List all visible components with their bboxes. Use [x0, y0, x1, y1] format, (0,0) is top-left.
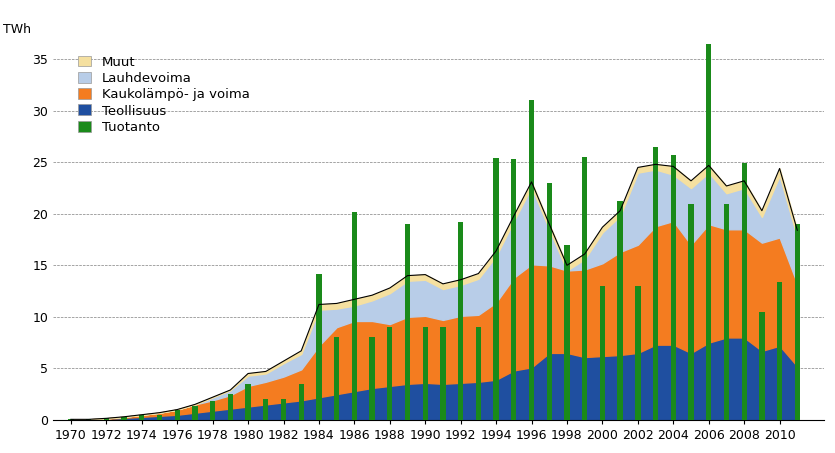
Bar: [617, 202, 623, 420]
Bar: [600, 286, 605, 420]
Bar: [706, 44, 711, 420]
Bar: [476, 327, 481, 420]
Bar: [263, 399, 268, 420]
Bar: [635, 286, 640, 420]
Bar: [334, 337, 339, 420]
Bar: [795, 224, 800, 420]
Bar: [564, 245, 569, 420]
Bar: [511, 159, 517, 420]
Bar: [228, 394, 233, 420]
Bar: [121, 417, 127, 420]
Bar: [529, 101, 534, 420]
Bar: [440, 327, 446, 420]
Bar: [547, 183, 552, 420]
Bar: [86, 419, 91, 420]
Bar: [104, 418, 109, 420]
Bar: [369, 337, 375, 420]
Bar: [423, 327, 428, 420]
Bar: [299, 384, 304, 420]
Bar: [175, 410, 180, 420]
Bar: [671, 155, 676, 420]
Bar: [724, 203, 729, 420]
Bar: [352, 212, 357, 420]
Bar: [405, 224, 410, 420]
Legend: Muut, Lauhdevoima, Kaukolämpö- ja voima, Teollisuus, Tuotanto: Muut, Lauhdevoima, Kaukolämpö- ja voima,…: [75, 53, 252, 136]
Text: TWh: TWh: [3, 24, 31, 36]
Bar: [653, 147, 658, 420]
Bar: [139, 414, 144, 420]
Bar: [157, 414, 162, 420]
Bar: [210, 401, 215, 420]
Bar: [759, 312, 765, 420]
Bar: [316, 274, 321, 420]
Bar: [458, 222, 463, 420]
Bar: [68, 419, 73, 420]
Bar: [741, 164, 746, 420]
Bar: [582, 157, 587, 420]
Bar: [688, 203, 694, 420]
Bar: [387, 327, 392, 420]
Bar: [493, 158, 498, 420]
Bar: [281, 399, 286, 420]
Bar: [245, 384, 250, 420]
Bar: [777, 282, 782, 420]
Bar: [192, 406, 198, 420]
